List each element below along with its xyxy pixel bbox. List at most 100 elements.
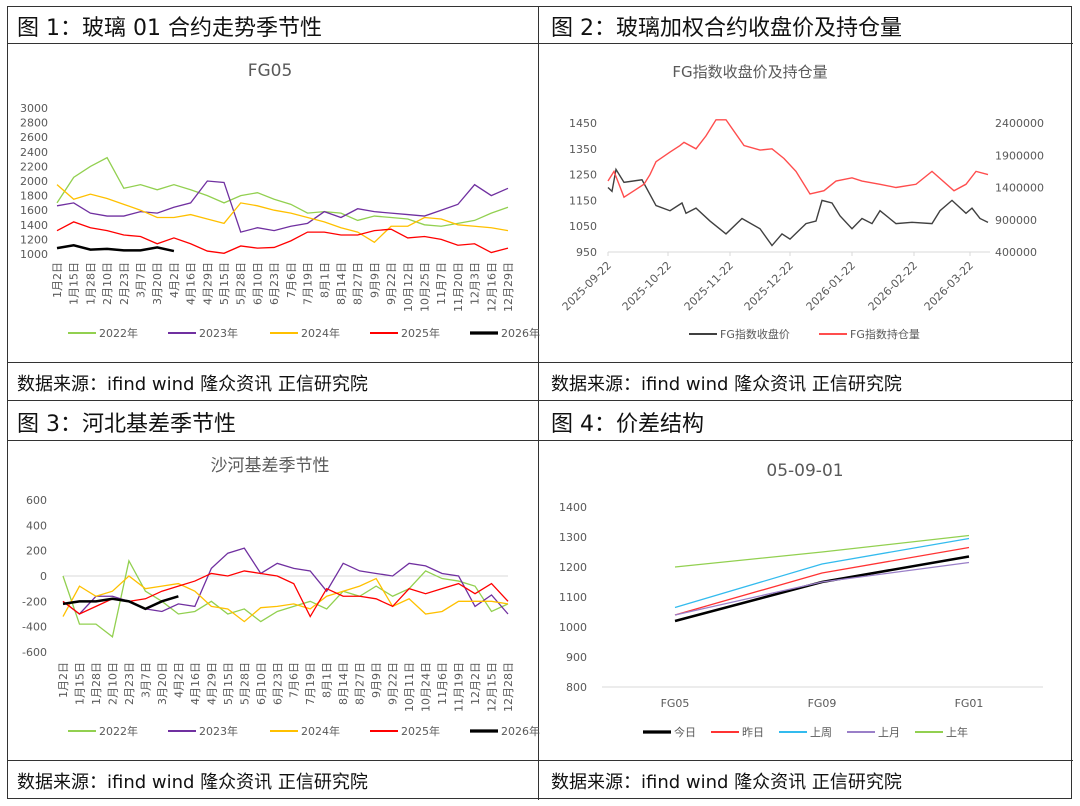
figure-2-source: 数据来源：ifind wind 隆众资讯 正信研究院 — [551, 374, 902, 395]
x-tick-label: 4月16日 — [189, 662, 202, 705]
x-tick-label: 2月23日 — [123, 662, 136, 705]
divider — [538, 6, 539, 800]
series-line-1 — [62, 547, 509, 615]
series-line-1 — [674, 546, 970, 616]
y-tick-label: 1800 — [20, 190, 48, 203]
legend-label: 2022年 — [99, 724, 138, 738]
x-tick-label: 2025-09-22 — [560, 259, 614, 313]
figure-3-source: 数据来源：ifind wind 隆众资讯 正信研究院 — [17, 772, 368, 793]
x-tick-label: 11月7日 — [435, 262, 448, 305]
y-tick-label: 1450 — [569, 117, 597, 130]
y2-tick-label: 900000 — [995, 214, 1037, 227]
y-tick-label: 2800 — [20, 117, 48, 130]
x-tick-label: 6月23日 — [271, 662, 284, 705]
x-tick-label: 3月7日 — [139, 662, 152, 698]
y-tick-label: 1250 — [569, 169, 597, 182]
y-tick-label: 600 — [26, 494, 47, 507]
x-tick-label: 10月24日 — [420, 662, 433, 712]
x-tick-label: 2026-01-22 — [804, 259, 858, 313]
x-tick-label: 7月6日 — [285, 262, 298, 298]
x-tick-label: FG01 — [955, 697, 984, 710]
x-tick-label: 9月22日 — [385, 262, 398, 305]
x-tick-label: 6月10日 — [251, 262, 264, 305]
x-tick-label: 12月16日 — [485, 262, 498, 312]
x-tick-label: 2025-10-22 — [620, 259, 674, 313]
y-tick-label: 1150 — [569, 194, 597, 207]
x-tick-label: 8月1日 — [321, 662, 334, 698]
y-tick-label: 800 — [566, 681, 587, 694]
series-line-3 — [674, 561, 970, 616]
x-tick-label: 2月23日 — [118, 262, 131, 305]
legend-label: FG指数收盘价 — [720, 327, 790, 341]
y-tick-label: -400 — [22, 621, 47, 634]
x-tick-label: 2月10日 — [101, 262, 114, 305]
series-line-3 — [56, 221, 509, 254]
x-tick-label: 1月2日 — [57, 662, 70, 698]
x-tick-label: 8月27日 — [352, 262, 365, 305]
x-tick-label: 9月22日 — [387, 662, 400, 705]
chart-title: FG指数收盘价及持仓量 — [672, 63, 827, 81]
y-tick-label: 2400 — [20, 146, 48, 159]
x-tick-label: 1月2日 — [51, 262, 64, 298]
fg-index-price-oi-chart: FG指数收盘价及持仓量 950 1050 1150 1250 1350 1450 400000… — [560, 63, 1044, 341]
x-tick-label: 3月20日 — [156, 662, 169, 705]
x-tick-label: 10月12日 — [402, 262, 415, 312]
x-tick-label: 12月2日 — [469, 662, 482, 705]
series-line-4 — [674, 534, 970, 568]
x-tick-label: 2025-12-22 — [742, 259, 796, 313]
y-tick-label: 1400 — [559, 501, 587, 514]
series-line-4 — [56, 243, 175, 253]
legend-label: 2023年 — [199, 724, 238, 738]
x-tick-label: 6月23日 — [268, 262, 281, 305]
x-tick-label: 6月10日 — [255, 662, 268, 705]
legend-label: 2026年 — [501, 724, 540, 738]
shahe-basis-seasonality-chart: 沙河基差季节性 -600 -400 -200 0 200 400 600 1月2日 1月15日 1月… — [22, 456, 540, 738]
legend-label: 今日 — [674, 725, 696, 739]
x-tick-label: FG05 — [661, 697, 690, 710]
y-tick-label: 1200 — [20, 233, 48, 246]
y-tick-label: 1400 — [20, 219, 48, 232]
x-tick-label: 2026-03-22 — [922, 259, 976, 313]
y-tick-label: 1050 — [569, 220, 597, 233]
figure-4-header: 图 4：价差结构 — [551, 412, 704, 437]
x-tick-label: FG09 — [808, 697, 837, 710]
series-line-0 — [56, 156, 509, 227]
divider — [7, 440, 1073, 441]
figure-3-header: 图 3：河北基差季节性 — [17, 412, 236, 437]
x-tick-label: 2025-11-22 — [682, 259, 736, 313]
series-line-2 — [674, 537, 970, 609]
x-tick-label: 5月15日 — [222, 662, 235, 705]
y2-tick-label: 2400000 — [995, 117, 1044, 130]
x-tick-label: 11月6日 — [436, 662, 449, 705]
x-tick-label: 4月29日 — [205, 662, 218, 705]
y-tick-label: 1000 — [20, 248, 48, 261]
x-tick-label: 8月14日 — [337, 662, 350, 705]
legend-label: 上年 — [946, 725, 968, 739]
figure-2-header: 图 2：玻璃加权合约收盘价及持仓量 — [551, 16, 902, 41]
series-line-0 — [674, 555, 970, 623]
x-tick-label: 5月28日 — [235, 262, 248, 305]
x-tick-label: 5月15日 — [218, 262, 231, 305]
x-tick-label: 1月28日 — [90, 662, 103, 705]
divider — [7, 760, 1073, 761]
y-tick-label: 1350 — [569, 143, 597, 156]
legend-label: FG指数持仓量 — [850, 327, 920, 341]
x-tick-label: 7月19日 — [302, 262, 315, 305]
y-tick-label: 1300 — [559, 531, 587, 544]
figure-frame — [7, 6, 1072, 799]
x-tick-label: 4月29日 — [201, 262, 214, 305]
series-line-close-price — [607, 167, 989, 247]
y-tick-label: 2600 — [20, 131, 48, 144]
x-tick-label: 12月3日 — [469, 262, 482, 305]
legend-label: 上周 — [810, 726, 832, 739]
x-tick-label: 4月2日 — [168, 262, 181, 298]
x-tick-label: 8月27日 — [354, 662, 367, 705]
x-tick-label: 1月28日 — [84, 262, 97, 305]
series-line-4 — [62, 595, 179, 611]
x-tick-label: 3月20日 — [151, 262, 164, 305]
divider — [7, 362, 1073, 363]
y-tick-label: 1100 — [559, 591, 587, 604]
figure-1-header: 图 1：玻璃 01 合约走势季节性 — [17, 16, 322, 41]
x-tick-label: 8月1日 — [318, 262, 331, 298]
